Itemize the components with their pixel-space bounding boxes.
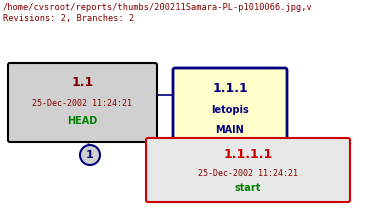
Text: 25-Dec-2002 11:24:21: 25-Dec-2002 11:24:21 bbox=[198, 169, 298, 177]
Text: /home/cvsroot/reports/thumbs/200211Samara-PL-p1010066.jpg,v: /home/cvsroot/reports/thumbs/200211Samar… bbox=[3, 3, 313, 12]
Text: letopis: letopis bbox=[211, 105, 249, 115]
Text: 25-Dec-2002 11:24:21: 25-Dec-2002 11:24:21 bbox=[33, 99, 132, 107]
Text: 1.1.1: 1.1.1 bbox=[212, 81, 248, 95]
Circle shape bbox=[80, 145, 100, 165]
FancyBboxPatch shape bbox=[8, 63, 157, 142]
FancyBboxPatch shape bbox=[146, 138, 350, 202]
Text: 1.1: 1.1 bbox=[71, 77, 94, 89]
Text: start: start bbox=[235, 183, 261, 193]
Text: MAIN: MAIN bbox=[216, 125, 244, 135]
FancyBboxPatch shape bbox=[173, 68, 287, 157]
Text: 1: 1 bbox=[86, 150, 94, 160]
Text: HEAD: HEAD bbox=[67, 116, 98, 126]
Text: 1.1.1.1: 1.1.1.1 bbox=[223, 149, 273, 161]
Text: Revisions: 2, Branches: 2: Revisions: 2, Branches: 2 bbox=[3, 14, 134, 23]
